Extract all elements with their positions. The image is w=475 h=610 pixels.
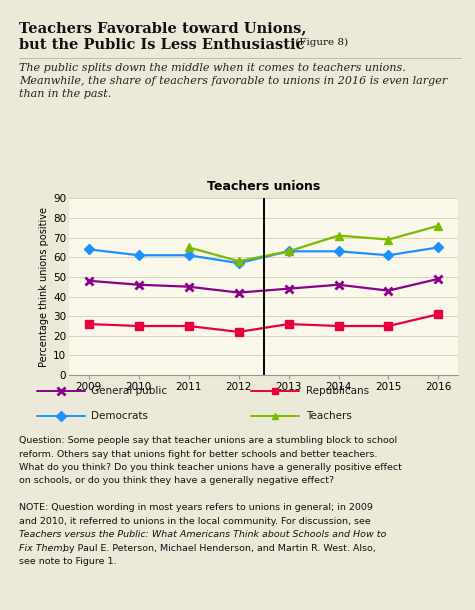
Text: Teachers versus the Public: What Americans Think about Schools and How to: Teachers versus the Public: What America… (19, 530, 386, 539)
Text: Meanwhile, the share of teachers favorable to unions in 2016 is even larger: Meanwhile, the share of teachers favorab… (19, 76, 447, 86)
Text: and 2010, it referred to unions in the local community. For discussion, see: and 2010, it referred to unions in the l… (19, 517, 371, 526)
Y-axis label: Percentage think unions positive: Percentage think unions positive (39, 207, 49, 367)
Text: than in the past.: than in the past. (19, 89, 111, 99)
Text: Question: Some people say that teacher unions are a stumbling block to school: Question: Some people say that teacher u… (19, 436, 397, 445)
Text: by Paul E. Peterson, Michael Henderson, and Martin R. West. Also,: by Paul E. Peterson, Michael Henderson, … (60, 544, 376, 553)
Text: NOTE: Question wording in most years refers to unions in general; in 2009: NOTE: Question wording in most years ref… (19, 503, 373, 512)
Text: Republicans: Republicans (305, 386, 369, 396)
Text: Fix Them,: Fix Them, (19, 544, 66, 553)
Text: on schools, or do you think they have a generally negative effect?: on schools, or do you think they have a … (19, 476, 334, 486)
Text: reform. Others say that unions fight for better schools and better teachers.: reform. Others say that unions fight for… (19, 450, 377, 459)
Text: Teachers Favorable toward Unions,: Teachers Favorable toward Unions, (19, 21, 306, 35)
Text: The public splits down the middle when it comes to teachers unions.: The public splits down the middle when i… (19, 63, 406, 73)
Text: (Figure 8): (Figure 8) (292, 38, 348, 47)
Text: Teachers: Teachers (305, 411, 352, 421)
Text: What do you think? Do you think teacher unions have a generally positive effect: What do you think? Do you think teacher … (19, 463, 402, 472)
Text: General public: General public (92, 386, 168, 396)
Title: Teachers unions: Teachers unions (207, 180, 320, 193)
Text: but the Public Is Less Enthusiastic: but the Public Is Less Enthusiastic (19, 38, 304, 52)
Text: see note to Figure 1.: see note to Figure 1. (19, 557, 116, 566)
Text: Democrats: Democrats (92, 411, 149, 421)
